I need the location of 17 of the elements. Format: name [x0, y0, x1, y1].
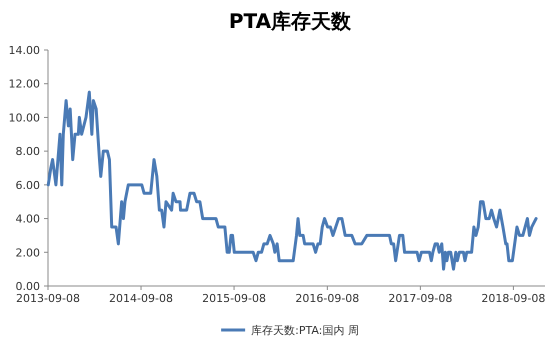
y-tick-label: 12.00: [8, 78, 40, 91]
y-tick-label: 14.00: [8, 44, 40, 57]
chart-title: PTA库存天数: [228, 9, 352, 33]
y-tick-label: 2.00: [16, 246, 40, 260]
x-tick-label: 2013-09-08: [16, 292, 80, 305]
x-tick-label: 2017-09-08: [388, 292, 452, 305]
legend-label: 库存天数:PTA:国内 周: [251, 324, 359, 337]
y-tick-label: 0.00: [16, 280, 40, 293]
x-tick-label: 2016-09-08: [295, 292, 360, 305]
line-series: [46, 90, 538, 271]
y-tick-label: 10.00: [8, 111, 40, 124]
x-tick-label: 2014-09-08: [109, 292, 173, 305]
y-tick-label: 6.00: [16, 178, 40, 192]
x-tick-label: 2018-09-08: [481, 292, 546, 305]
x-tick-label: 2015-09-08: [202, 292, 266, 305]
y-tick-label: 8.00: [16, 145, 40, 158]
y-tick-label: 4.00: [16, 212, 40, 226]
